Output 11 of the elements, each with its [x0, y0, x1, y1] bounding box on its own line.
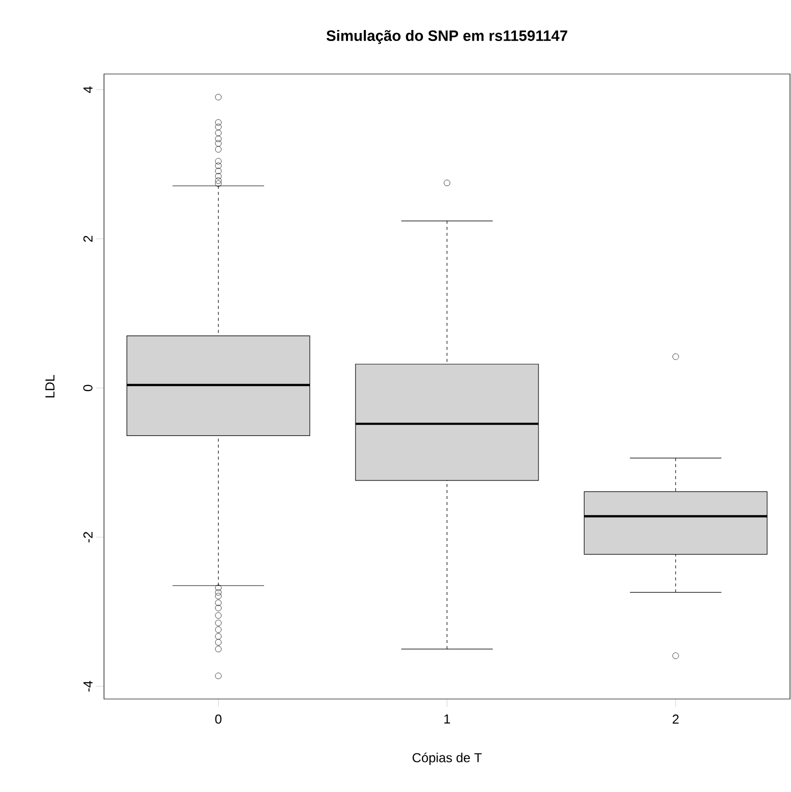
x-tick-label: 2: [672, 714, 679, 724]
y-tick-label: -2: [83, 532, 92, 542]
x-axis-title: Cópias de T: [412, 752, 482, 765]
y-tick-label: 4: [84, 86, 92, 93]
chart-title: Simulação do SNP em rs11591147: [326, 30, 568, 44]
y-axis-title: LDL: [45, 375, 54, 398]
x-tick-label: 1: [444, 714, 450, 724]
y-tick-label: 2: [83, 236, 92, 242]
y-tick-label: 0: [83, 384, 92, 392]
x-tick-label: 0: [215, 714, 222, 724]
y-tick-label: -4: [84, 680, 92, 692]
